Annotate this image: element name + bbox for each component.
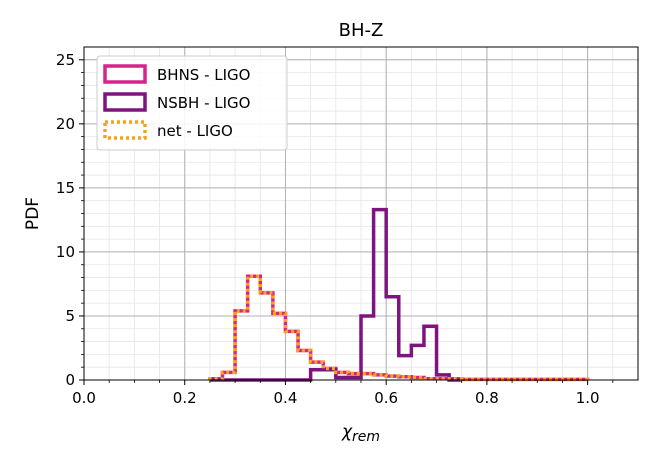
legend-label-net: net - LIGO [157,122,233,140]
legend-label-nsbh: NSBH - LIGO [157,94,250,112]
legend-swatch-bhns [103,64,147,84]
y-tick-label: 0 [65,371,75,389]
y-tick-label: 20 [56,115,75,133]
legend-swatch-net [103,120,147,140]
x-tick-label: 0.0 [72,389,96,407]
y-tick-label: 25 [56,51,75,69]
x-tick-label: 0.6 [374,389,398,407]
legend-entry-nsbh: NSBH - LIGO [103,92,250,112]
series-step-net-ligo [208,274,590,382]
tick-labels: 0.0 0.2 0.4 0.6 0.8 1.0 0 5 10 15 20 25 [56,51,600,407]
y-tick-label: 10 [56,243,75,261]
legend-swatch-nsbh [103,92,147,112]
x-tick-label: 0.2 [173,389,197,407]
y-axis-title: PDF [23,197,43,230]
y-tick-label: 5 [65,307,75,325]
axis-ticks [79,59,614,385]
chart-title: BH-Z [339,20,384,41]
legend-label-bhns: BHNS - LIGO [157,66,250,84]
y-tick-label: 15 [56,179,75,197]
legend-entry-net: net - LIGO [103,120,233,140]
x-axis-title-subscript: rem [352,429,380,445]
x-tick-label: 0.8 [475,389,499,407]
x-axis-title-symbol: χ [341,422,353,442]
x-axis-title: χrem [341,422,380,445]
legend-entry-bhns: BHNS - LIGO [103,64,250,84]
x-tick-label: 0.4 [274,389,298,407]
x-tick-label: 1.0 [576,389,600,407]
legend: BHNS - LIGO NSBH - LIGO net - LIGO [96,55,288,151]
